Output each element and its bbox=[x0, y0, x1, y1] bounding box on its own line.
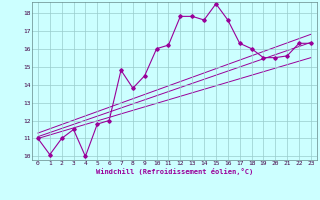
X-axis label: Windchill (Refroidissement éolien,°C): Windchill (Refroidissement éolien,°C) bbox=[96, 168, 253, 175]
